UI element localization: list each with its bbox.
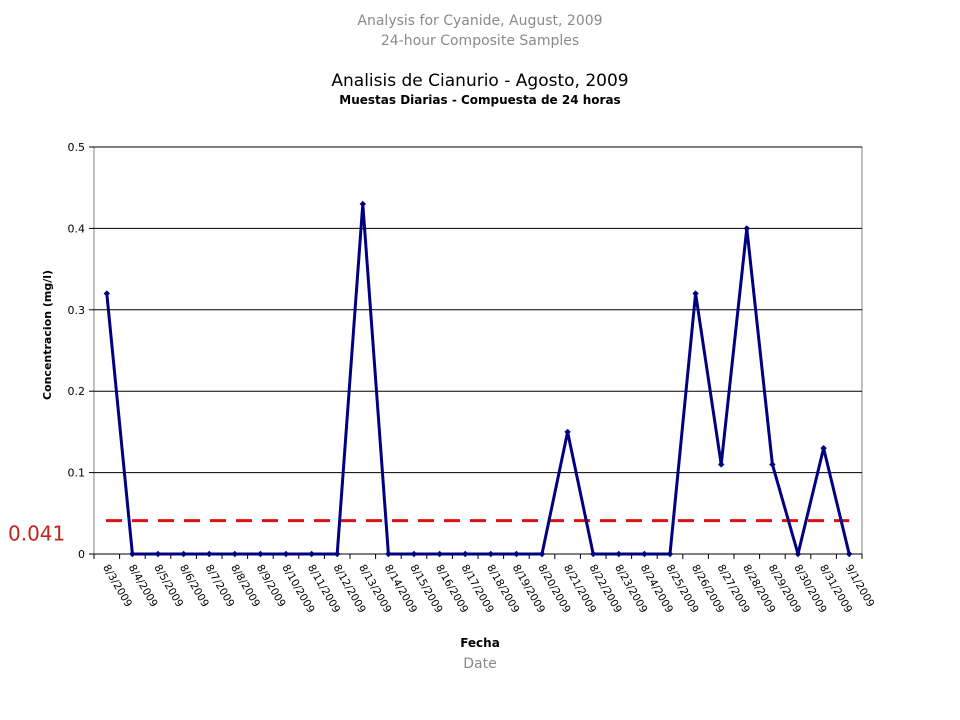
data-point [769, 461, 776, 468]
data-point [666, 550, 674, 558]
data-point [641, 550, 648, 558]
english-subtitle: 24-hour Composite Samples [380, 33, 580, 49]
data-point [462, 550, 469, 558]
data-point [154, 550, 162, 558]
data-point [590, 550, 597, 558]
series-group [103, 200, 853, 558]
reference-line-label: 0.041 [8, 522, 65, 546]
data-point [692, 290, 699, 297]
data-point [308, 550, 315, 558]
data-point [436, 550, 443, 558]
data-point [334, 550, 341, 558]
chart-subtitle: Muestas Diarias - Compuesta de 24 horas [339, 93, 620, 107]
y-axis-label: Concentracion (mg/l) [41, 270, 54, 400]
data-point [538, 550, 546, 558]
data-point [820, 444, 827, 452]
x-axis-ticks: 8/3/20098/4/20098/5/20098/6/20098/7/2009… [93, 553, 877, 615]
data-point [615, 550, 622, 558]
data-point [743, 225, 750, 232]
chart-title: Analisis de Cianurio - Agosto, 2009 [331, 71, 628, 91]
data-point [564, 428, 571, 436]
series-line [105, 202, 851, 556]
data-point [846, 550, 853, 558]
y-tick-label: 0.3 [68, 304, 86, 317]
plot-area [93, 146, 863, 555]
data-point [257, 550, 264, 558]
y-tick-label: 0 [78, 548, 85, 561]
data-point [206, 550, 213, 558]
english-x-label: Date [463, 656, 497, 672]
data-point [129, 550, 136, 558]
data-point [103, 290, 110, 297]
english-title: Analysis for Cyanide, August, 2009 [357, 13, 603, 29]
data-point [794, 550, 802, 558]
data-point [359, 200, 366, 208]
y-tick-label: 0.4 [68, 222, 86, 235]
data-point [718, 461, 725, 468]
data-point [282, 550, 290, 558]
y-tick-label: 0.2 [68, 385, 86, 398]
data-point [513, 550, 520, 558]
x-axis-label: Fecha [460, 636, 500, 650]
data-point [410, 550, 418, 558]
data-point [180, 550, 187, 558]
reference-line-group: 0.041 [8, 519, 850, 546]
grid-lines [94, 146, 862, 474]
y-tick-label: 0.1 [68, 467, 86, 480]
data-point [231, 550, 238, 558]
data-point [385, 550, 392, 558]
y-axis-ticks: 0 0.1 0.2 0.3 0.4 0.5 [68, 141, 94, 561]
data-point [487, 550, 494, 558]
y-tick-label: 0.5 [68, 141, 86, 154]
